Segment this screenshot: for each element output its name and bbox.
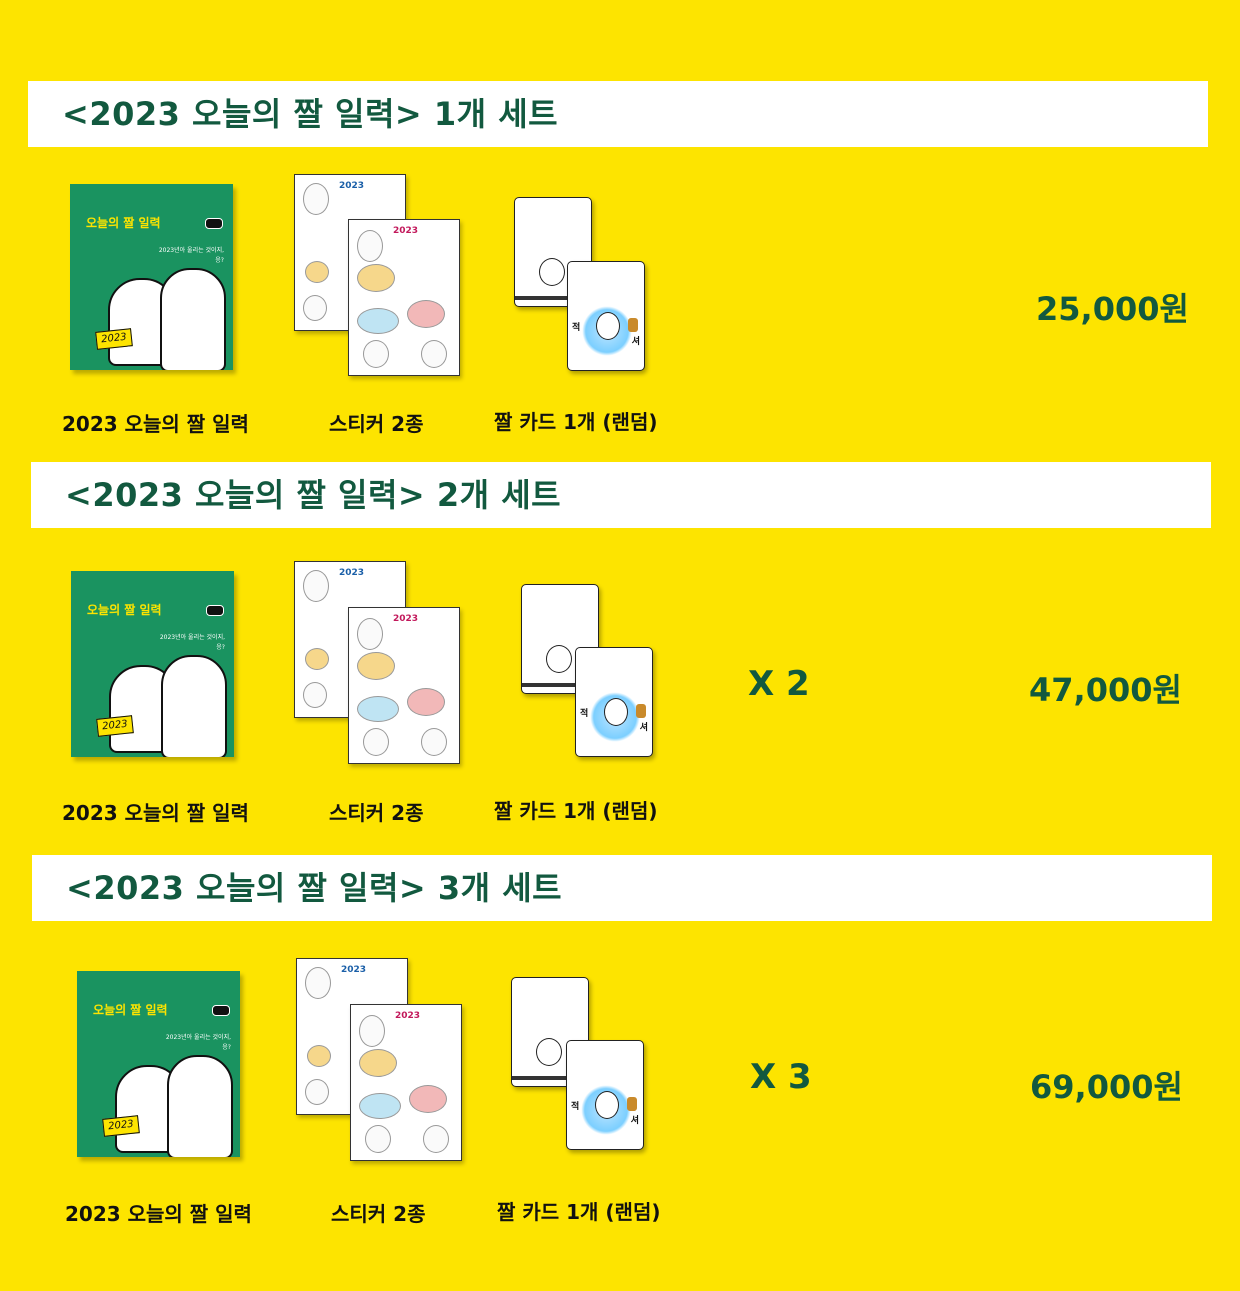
set-multiplier: X 2 [748, 664, 810, 704]
sticker-sheet-image: 2023 [350, 1004, 462, 1161]
year-tag: 2023 [96, 715, 134, 737]
publisher-logo-icon [206, 605, 224, 616]
set-section-1: <2023 오늘의 짤 일력> 1개 세트 오늘의 짤 일력 2023년아 울리… [0, 81, 1240, 471]
card-char-left: 적 [572, 323, 581, 333]
sticker-icon [359, 1093, 401, 1119]
character-illustration [596, 312, 620, 340]
set-multiplier: X 3 [750, 1057, 812, 1097]
calendar-cover-title: 오늘의 짤 일력 [93, 1003, 168, 1017]
photo-card-image: 적 셔 [575, 647, 653, 757]
calendar-cover-subtitle: 2023년아 울리는 것이지, 응? [165, 1034, 231, 1051]
set-title-banner: <2023 오늘의 짤 일력> 2개 세트 [31, 462, 1211, 528]
sticker-icon [359, 1015, 385, 1047]
sticker-sheet-image: 2023 [348, 607, 460, 764]
calendar-cover-subtitle: 2023년아 울리는 것이지, 응? [159, 634, 225, 651]
calendar-image: 오늘의 짤 일력 2023년아 울리는 것이지, 응? 2023 [70, 184, 233, 370]
calendar-cover-title: 오늘의 짤 일력 [87, 603, 162, 617]
item-label-calendar: 2023 오늘의 짤 일력 [62, 412, 249, 436]
sticker-icon [357, 652, 395, 680]
sticker-icon [357, 308, 399, 334]
sticker-icon [357, 264, 395, 292]
set-price: 25,000원 [1036, 290, 1189, 328]
set-title: <2023 오늘의 짤 일력> 2개 세트 [65, 476, 562, 514]
character-illustration [167, 1055, 233, 1157]
photo-card-image: 적 셔 [567, 261, 645, 371]
sticker-sheet-year: 2023 [339, 181, 365, 191]
character-illustration [546, 645, 572, 673]
set-title-banner: <2023 오늘의 짤 일력> 1개 세트 [28, 81, 1208, 147]
set-section-2: <2023 오늘의 짤 일력> 2개 세트 오늘의 짤 일력 2023년아 울리… [0, 462, 1240, 852]
item-label-stickers: 스티커 2종 [331, 1202, 426, 1226]
sticker-icon [303, 570, 329, 602]
character-illustration [161, 655, 227, 757]
character-illustration [595, 1091, 619, 1119]
sticker-icon [357, 696, 399, 722]
sticker-icon [357, 230, 383, 262]
sticker-icon [303, 295, 327, 321]
sticker-icon [303, 682, 327, 708]
set-price: 47,000원 [1029, 671, 1182, 709]
card-char-right: 셔 [630, 1116, 639, 1126]
sticker-sheet-year: 2023 [393, 614, 419, 624]
sticker-icon [363, 340, 389, 368]
sticker-icon [305, 967, 331, 999]
calendar-image: 오늘의 짤 일력 2023년아 울리는 것이지, 응? 2023 [71, 571, 234, 757]
publisher-logo-icon [205, 218, 223, 229]
sticker-icon [305, 648, 329, 670]
sticker-sheet-image: 2023 [348, 219, 460, 376]
character-illustration [604, 698, 628, 726]
item-label-card: 짤 카드 1개 (랜덤) [494, 799, 658, 823]
sticker-sheet-year: 2023 [395, 1011, 421, 1021]
calendar-cover-subtitle: 2023년아 울리는 것이지, 응? [158, 247, 224, 264]
sticker-icon [307, 1045, 331, 1067]
card-divider [515, 296, 591, 300]
sticker-icon [409, 1085, 447, 1113]
set-section-3: <2023 오늘의 짤 일력> 3개 세트 오늘의 짤 일력 2023년아 울리… [0, 855, 1240, 1245]
sticker-icon [423, 1125, 449, 1153]
sticker-sheet-year: 2023 [341, 965, 367, 975]
card-char-right: 셔 [639, 723, 648, 733]
sticker-icon [303, 183, 329, 215]
character-illustration [160, 268, 226, 370]
item-label-card: 짤 카드 1개 (랜덤) [497, 1200, 661, 1224]
sticker-icon [365, 1125, 391, 1153]
character-illustration [536, 1038, 562, 1066]
card-divider [522, 683, 598, 687]
calendar-image: 오늘의 짤 일력 2023년아 울리는 것이지, 응? 2023 [77, 971, 240, 1157]
sticker-icon [421, 728, 447, 756]
year-tag: 2023 [95, 328, 133, 350]
sticker-sheet-year: 2023 [339, 568, 365, 578]
card-char-right: 셔 [631, 337, 640, 347]
sticker-icon [363, 728, 389, 756]
bottle-icon [636, 704, 646, 718]
sticker-icon [305, 261, 329, 283]
item-label-card: 짤 카드 1개 (랜덤) [494, 410, 658, 434]
set-title: <2023 오늘의 짤 일력> 3개 세트 [66, 869, 563, 907]
card-char-left: 적 [580, 709, 589, 719]
sticker-icon [357, 618, 383, 650]
sticker-sheet-year: 2023 [393, 226, 419, 236]
bottle-icon [628, 318, 638, 332]
sticker-icon [305, 1079, 329, 1105]
card-divider [512, 1076, 588, 1080]
item-label-calendar: 2023 오늘의 짤 일력 [65, 1202, 252, 1226]
card-char-left: 적 [571, 1102, 580, 1112]
bottle-icon [627, 1097, 637, 1111]
calendar-cover-title: 오늘의 짤 일력 [86, 216, 161, 230]
sticker-icon [407, 688, 445, 716]
set-price: 69,000원 [1030, 1068, 1183, 1106]
item-label-stickers: 스티커 2종 [329, 801, 424, 825]
year-tag: 2023 [102, 1115, 140, 1137]
item-label-stickers: 스티커 2종 [329, 412, 424, 436]
item-label-calendar: 2023 오늘의 짤 일력 [62, 801, 249, 825]
set-title: <2023 오늘의 짤 일력> 1개 세트 [62, 95, 559, 133]
sticker-icon [407, 300, 445, 328]
sticker-icon [421, 340, 447, 368]
character-illustration [539, 258, 565, 286]
publisher-logo-icon [212, 1005, 230, 1016]
sticker-icon [359, 1049, 397, 1077]
set-title-banner: <2023 오늘의 짤 일력> 3개 세트 [32, 855, 1212, 921]
photo-card-image: 적 셔 [566, 1040, 644, 1150]
